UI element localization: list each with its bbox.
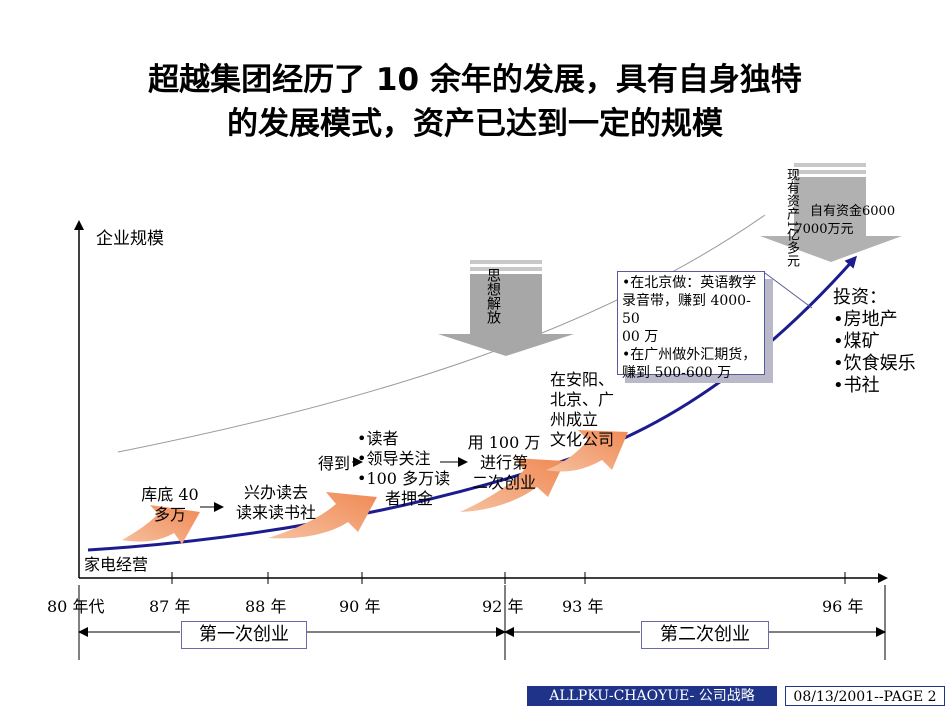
investment-item: •饮食娱乐 [833,353,916,374]
year-label-92: 92 年 [482,597,524,616]
year-label-87: 87 年 [149,597,191,616]
label-second-line2: 进行第 [479,453,528,472]
label-readers-group: •读者 •领导关注 •100 多万读 者押金 [357,429,450,509]
footer-company: ALLPKU-CHAOYUE- 公司战略 [527,686,777,706]
callout-line3: 00 万 [622,329,659,345]
label-kudi: 库底 40 多万 [134,485,206,525]
label-xingban: 兴办读去 读来读书社 [228,483,324,523]
label-leaders: •领导关注 [357,449,431,468]
growth-arrow-4 [546,430,628,472]
callout-line1: •在北京做：英语教学 [622,275,757,291]
label-xingban-line1: 兴办读去 [243,483,308,502]
investment-item: •书社 [833,375,880,396]
investment-item: •煤矿 [833,331,880,352]
page-title: 超越集团经历了 10 余年的发展，具有自身独特 的发展模式，资产已达到一定的规模 [0,58,950,146]
thought-arrow-text: 思想解放 [485,268,501,324]
year-label-88: 88 年 [245,597,287,616]
trend-curve [117,214,766,453]
assets-arrow [760,163,902,262]
year-label-80s: 80 年代 [47,597,105,616]
label-kudi-line2: 多万 [153,505,186,524]
phase-first-venture: 第一次创业 [181,621,307,649]
assets-text-a: 现有资产1亿多元 [784,168,799,268]
label-xingban-line2: 读来读书社 [235,503,316,522]
footer-page: 08/13/2001--PAGE 2 [785,686,945,706]
callout-line5: 赚到 500-600 万 [622,365,732,381]
label-second-line1: 用 100 万 [467,433,541,452]
label-kudi-line1: 库底 40 [141,485,199,504]
investment-list: 投资： •房地产 •煤矿 •饮食娱乐 •书社 [833,287,916,397]
label-culture-line1: 在安阳、 [550,370,615,389]
year-label-90: 90 年 [339,597,381,616]
label-readers: •读者 [357,429,399,448]
label-second-line3: 二次创业 [471,473,536,492]
label-culture-company: 在安阳、 北京、广 州成立 文化公司 [550,370,614,450]
title-line-1: 超越集团经历了 10 余年的发展，具有自身独特 [148,62,802,98]
growth-arrow-3 [460,458,565,512]
year-label-96: 96 年 [822,597,864,616]
label-second-venture: 用 100 万 进行第 二次创业 [462,433,546,493]
phase-second-venture: 第二次创业 [641,621,769,649]
label-start: 家电经营 [84,555,149,574]
label-culture-line2: 北京、广 [550,390,615,409]
x-axis-ticks [171,572,846,584]
label-deposit-1: •100 多万读 [357,469,451,488]
assets-text-b: 自有资金6000 [810,204,896,219]
callout-pointer [764,272,813,309]
growth-arrow-2 [268,492,377,539]
callout-line2: 录音带，赚到 4000-50 [622,293,751,327]
investment-item: •房地产 [833,309,898,330]
growth-arrow-1 [122,505,200,544]
label-culture-line3: 州成立 [550,410,599,429]
callout-box: •在北京做：英语教学 录音带，赚到 4000-50 00 万 •在广州做外汇期货… [617,271,765,381]
label-dedao: 得到 [318,454,351,473]
callout-line4: •在广州做外汇期货， [622,347,757,363]
y-axis-label: 企业规模 [96,229,164,249]
year-label-93: 93 年 [562,597,604,616]
thought-arrow [438,260,574,356]
title-line-2: 的发展模式，资产已达到一定的规模 [227,106,723,142]
investment-title: 投资： [833,287,887,308]
assets-text-c: -7000万元 [790,222,854,237]
label-culture-line4: 文化公司 [550,430,615,449]
label-deposit-2: 者押金 [385,489,434,508]
